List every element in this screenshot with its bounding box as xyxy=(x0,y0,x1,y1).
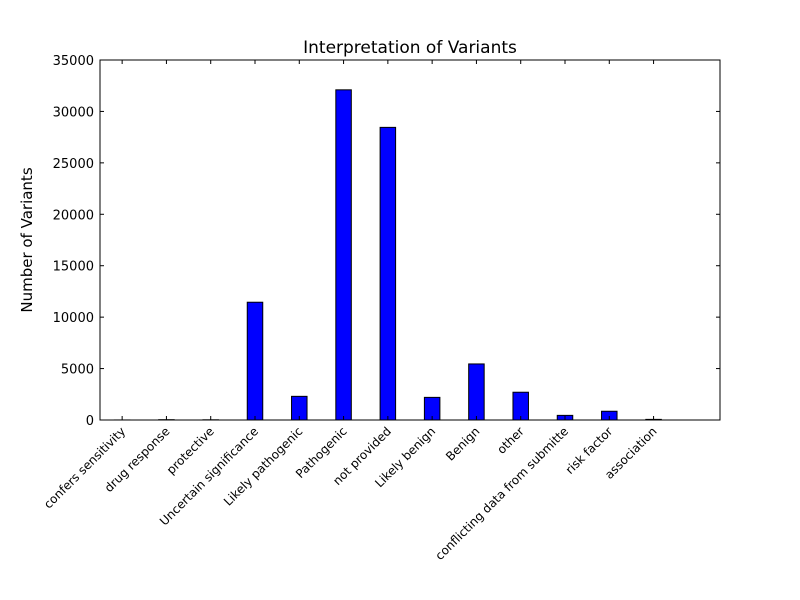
bar-3 xyxy=(246,301,264,421)
y-tick-label: 0 xyxy=(86,414,94,429)
bar-5 xyxy=(335,89,352,421)
y-tick-label: 35000 xyxy=(53,54,94,69)
y-tick-label: 30000 xyxy=(53,105,94,120)
plot-frame xyxy=(99,59,721,421)
x-tick-label: confers sensitivity xyxy=(41,424,128,511)
bars-group xyxy=(113,89,662,421)
y-tick-label: 15000 xyxy=(53,260,94,275)
bar-8 xyxy=(468,363,485,421)
y-axis-label: Number of Variants xyxy=(18,167,36,312)
x-tick-label: Likely pathogenic xyxy=(221,424,305,508)
x-tick-label: Benign xyxy=(443,424,482,463)
bar-9 xyxy=(512,391,529,421)
y-tick-label: 20000 xyxy=(53,208,94,223)
y-tick-label: 10000 xyxy=(53,311,94,326)
y-tick-label: 5000 xyxy=(61,363,94,378)
x-tick-label: other xyxy=(494,424,527,457)
y-ticks-group: 0 5000 10000 15000 20000 25000 30000 35000 xyxy=(53,54,720,429)
bar-6 xyxy=(379,126,397,421)
chart-title: Interpretation of Variants xyxy=(303,38,517,58)
y-tick-label: 25000 xyxy=(53,157,94,172)
